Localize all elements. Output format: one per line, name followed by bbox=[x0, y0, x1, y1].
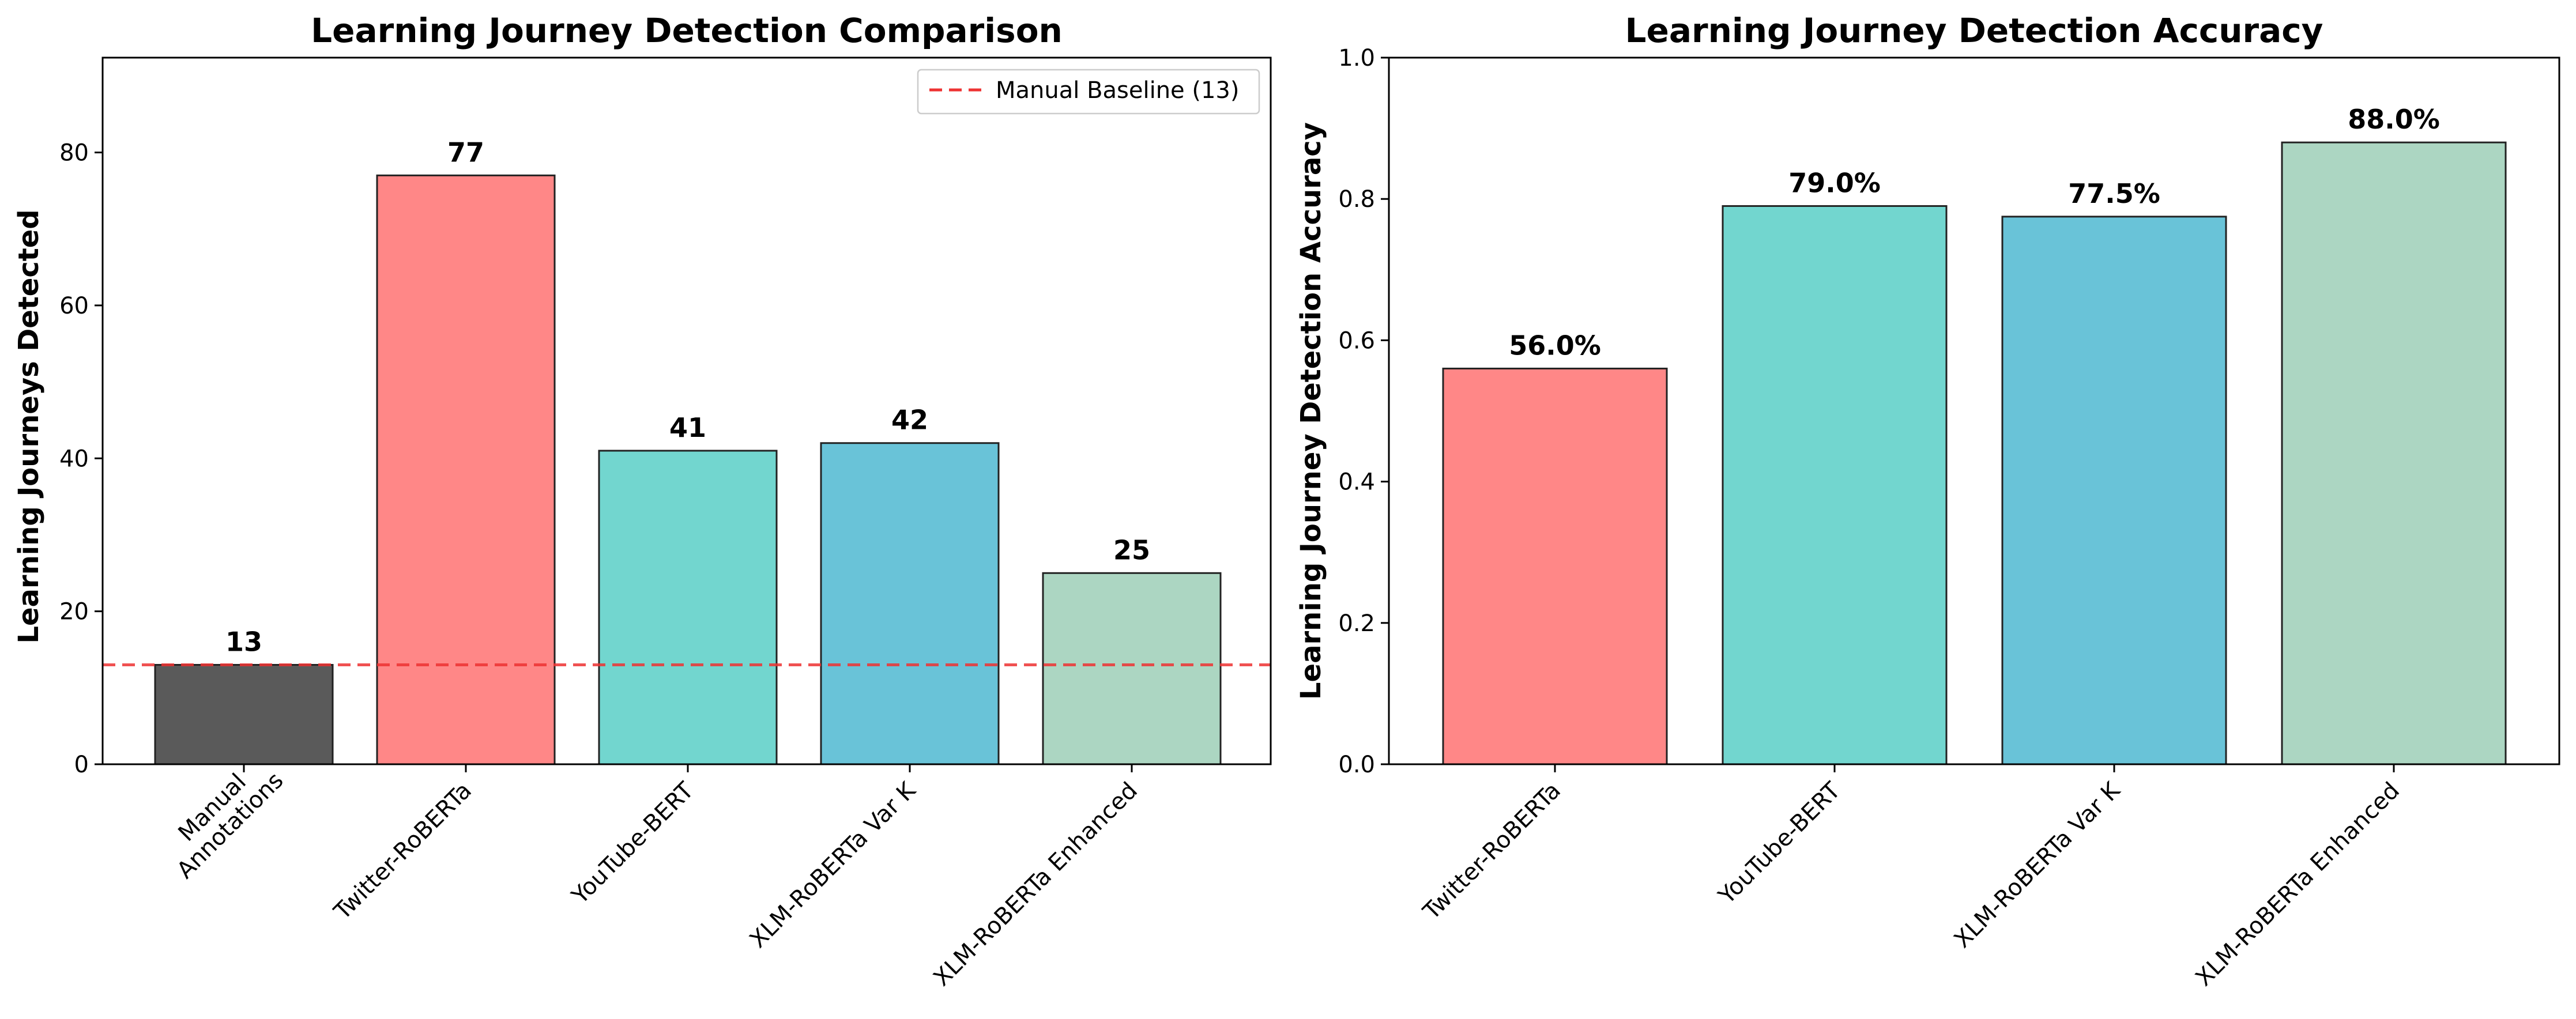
bar-value-label: 77.5% bbox=[2068, 178, 2160, 209]
bar bbox=[820, 442, 1000, 765]
y-tick-label: 1.0 bbox=[1338, 45, 1375, 71]
bars bbox=[154, 174, 1222, 765]
bar bbox=[2001, 216, 2227, 765]
chart-title: Learning Journey Detection Comparison bbox=[311, 11, 1063, 50]
bar-value-label: 77 bbox=[447, 137, 484, 168]
bar bbox=[598, 450, 778, 765]
y-tick-label: 0.2 bbox=[1338, 610, 1375, 637]
bar-value-label: 13 bbox=[225, 627, 262, 658]
bar-value-label: 88.0% bbox=[2348, 104, 2440, 135]
y-axis-label: Learning Journey Detection Accuracy bbox=[1295, 122, 1327, 700]
y-tick-label: 40 bbox=[59, 446, 89, 472]
y-axis: 0 20 40 60 80 bbox=[59, 140, 103, 778]
legend-box bbox=[917, 69, 1260, 115]
value-labels: 56.0% 79.0% 77.5% 88.0% bbox=[1509, 104, 2440, 361]
chart-title: Learning Journey Detection Accuracy bbox=[1625, 11, 2323, 50]
y-tick-label: 80 bbox=[59, 140, 89, 167]
plot-frame bbox=[101, 56, 1272, 765]
bar-value-label: 56.0% bbox=[1509, 330, 1601, 361]
legend-label: Manual Baseline (13) bbox=[996, 77, 1239, 104]
bar bbox=[154, 664, 334, 765]
y-tick-label: 60 bbox=[59, 293, 89, 319]
y-axis: 0.0 0.2 0.4 0.6 0.8 1.0 bbox=[1338, 45, 1389, 778]
bar-value-label: 42 bbox=[891, 405, 928, 436]
bar-value-label: 79.0% bbox=[1788, 167, 1881, 198]
y-tick-label: 0.6 bbox=[1338, 327, 1375, 354]
y-tick-label: 0.0 bbox=[1338, 752, 1375, 778]
plot-frame bbox=[1388, 56, 2560, 765]
bar bbox=[2281, 141, 2507, 765]
value-labels: 13 77 41 42 25 bbox=[225, 137, 1150, 657]
bar bbox=[1042, 572, 1222, 765]
bar-value-label: 41 bbox=[669, 412, 706, 443]
bar bbox=[376, 174, 556, 765]
y-tick-label: 20 bbox=[59, 599, 89, 625]
y-axis-label: Learning Journeys Detected bbox=[13, 209, 45, 643]
legend: Manual Baseline (13) bbox=[917, 69, 1260, 115]
bars bbox=[1442, 141, 2507, 765]
y-tick-label: 0.4 bbox=[1338, 469, 1375, 496]
bar-value-label: 25 bbox=[1113, 534, 1150, 565]
y-tick-label: 0.8 bbox=[1338, 186, 1375, 213]
bar bbox=[1442, 367, 1668, 765]
bar bbox=[1722, 205, 1948, 765]
y-tick-label: 0 bbox=[74, 752, 89, 778]
